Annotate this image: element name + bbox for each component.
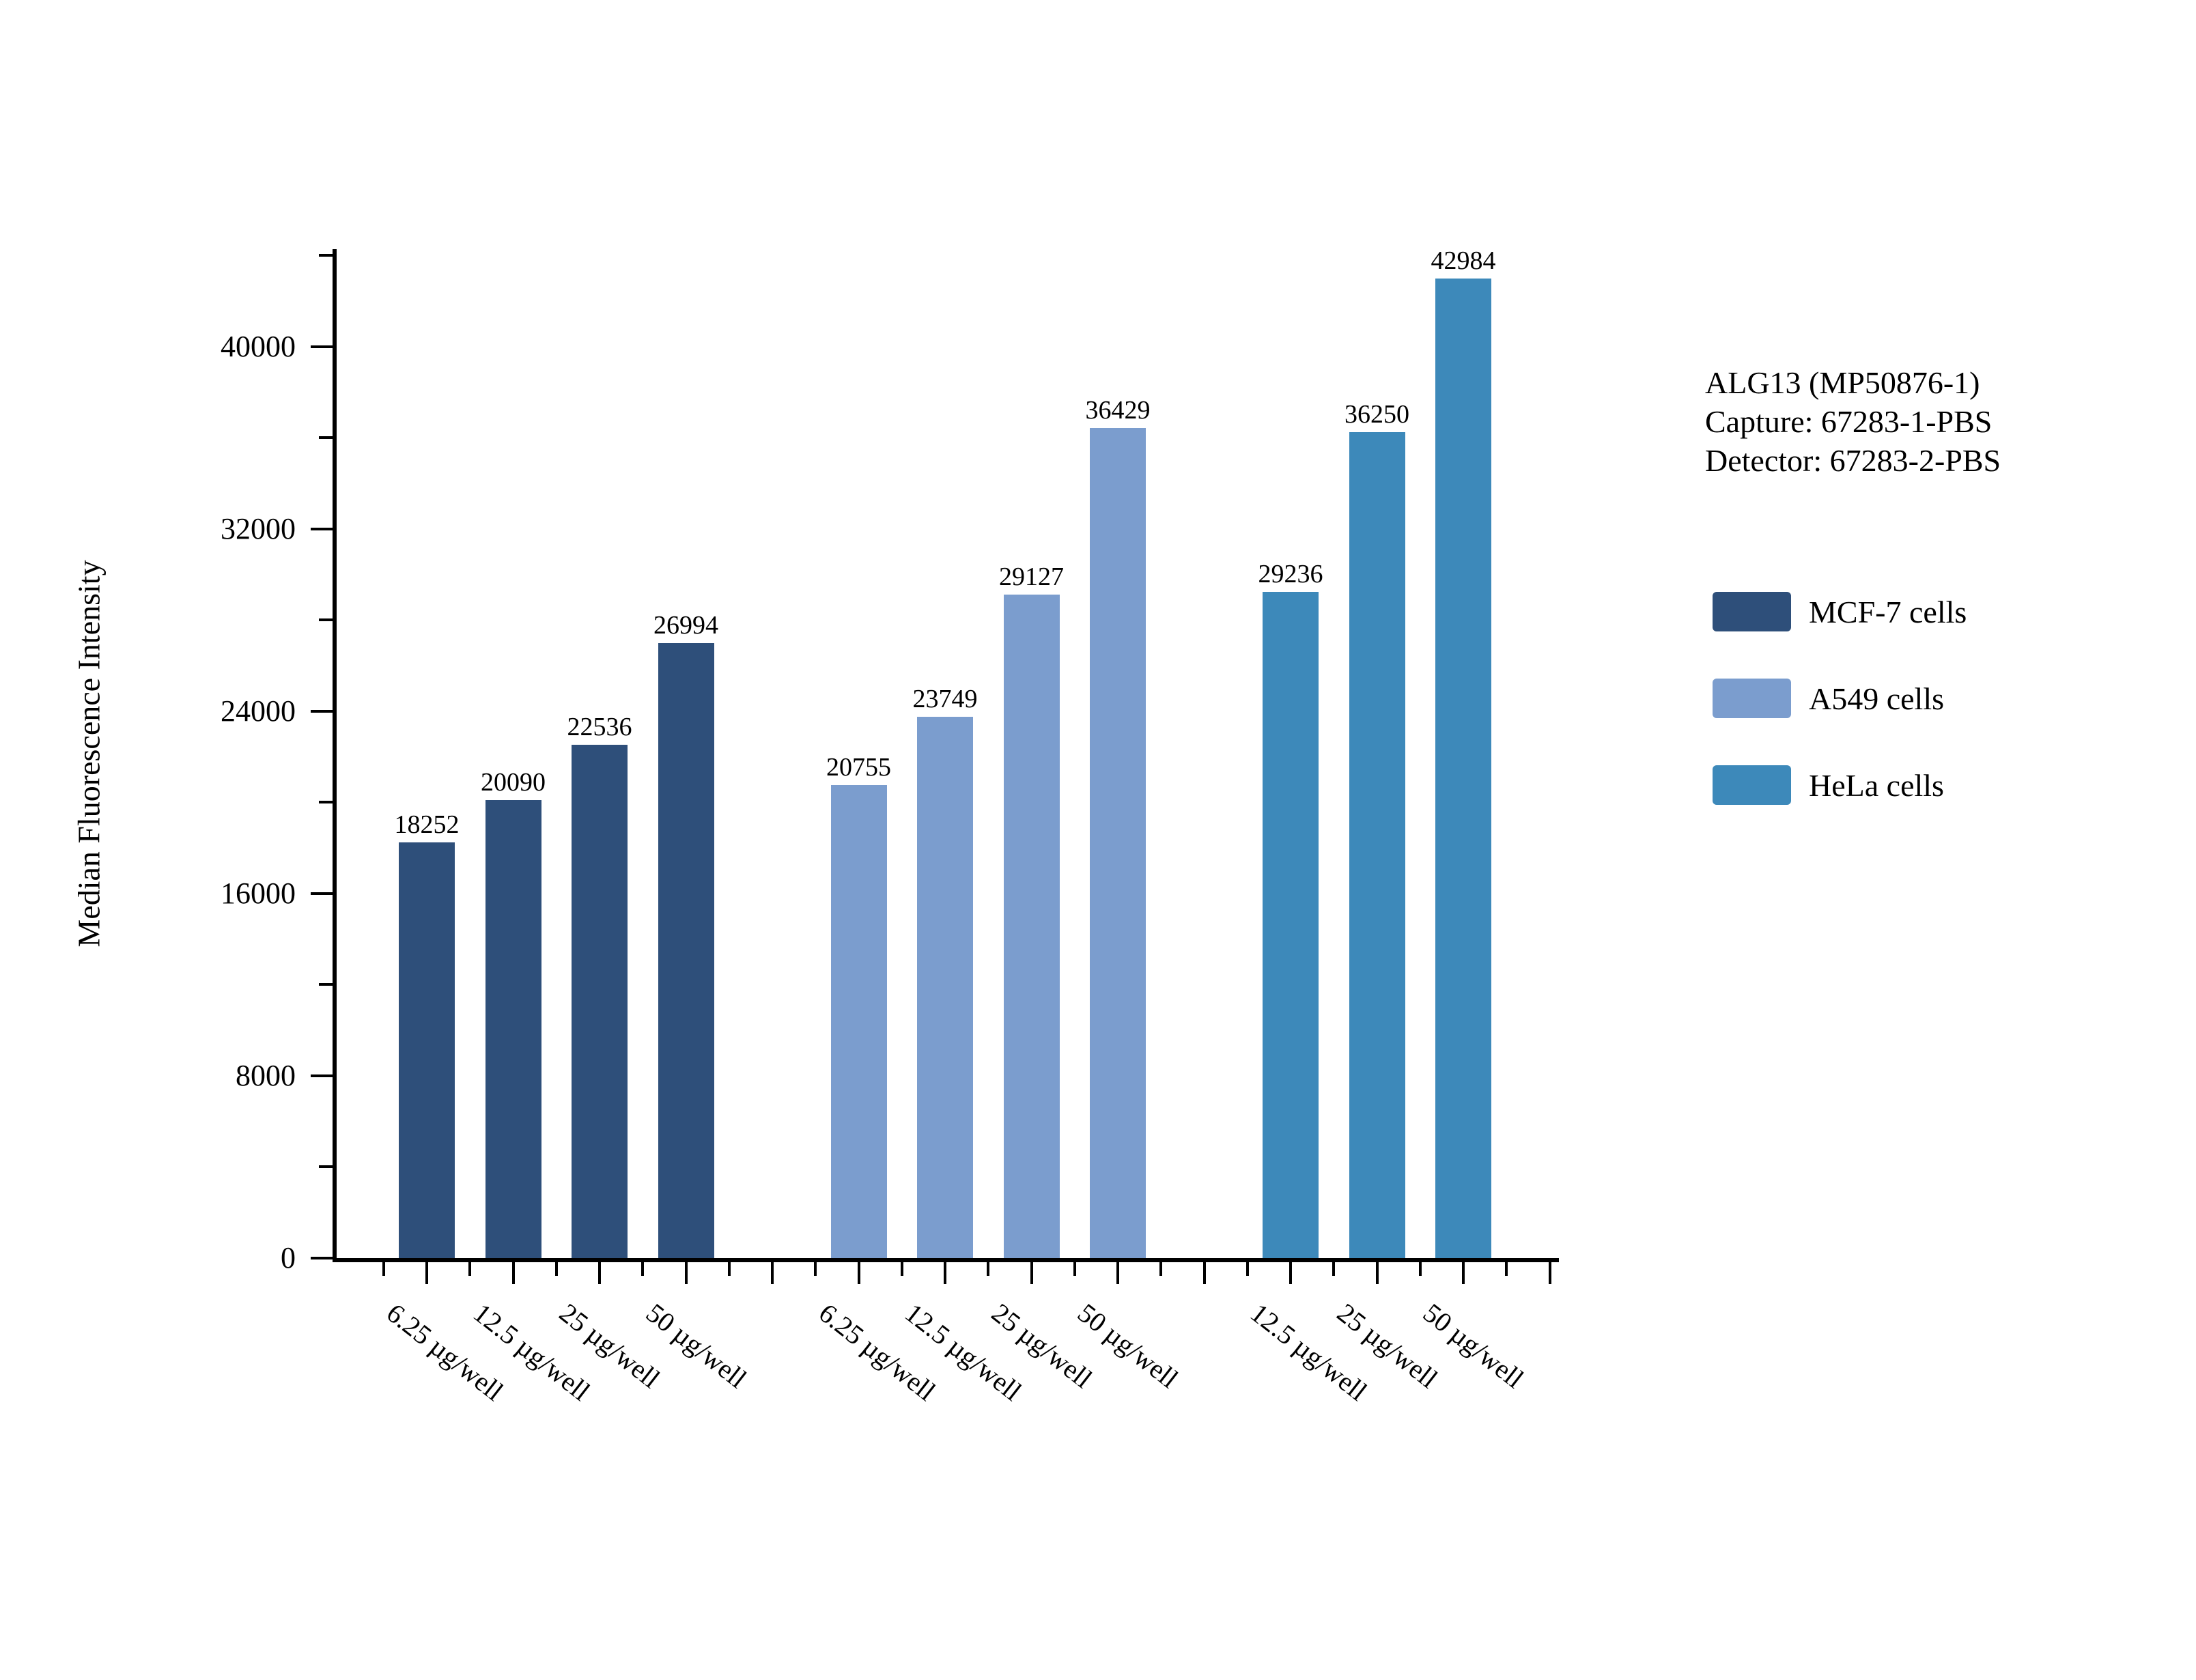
y-minor-tick <box>319 618 333 622</box>
bar-value-label: 42984 <box>1431 246 1496 276</box>
x-minor-tick <box>1073 1262 1076 1276</box>
y-major-tick <box>311 1074 333 1077</box>
x-major-tick <box>1030 1262 1033 1284</box>
x-minor-tick <box>641 1262 645 1276</box>
legend-item-hela: HeLa cells <box>1713 765 1967 805</box>
bar-a549-2 <box>917 717 973 1258</box>
annotation-line-2: Capture: 67283-1-PBS <box>1705 404 1993 439</box>
y-axis-line <box>333 249 337 1262</box>
bar-a549-3 <box>1003 594 1060 1258</box>
chart-annotation: ALG13 (MP50876-1) Capture: 67283-1-PBS D… <box>1705 363 2001 480</box>
x-minor-tick <box>382 1262 385 1276</box>
bar-mcf-7-1 <box>399 842 455 1258</box>
x-axis-line <box>333 1258 1559 1262</box>
bar-a549-1 <box>830 785 887 1258</box>
y-minor-tick <box>319 983 333 986</box>
legend-swatch <box>1713 592 1791 631</box>
bar-a549-4 <box>1090 428 1146 1258</box>
legend-item-a549: A549 cells <box>1713 679 1967 718</box>
x-major-tick-gap <box>771 1262 774 1284</box>
legend-item-mcf-7: MCF-7 cells <box>1713 592 1967 631</box>
annotation-line-3: Detector: 67283-2-PBS <box>1705 443 2001 478</box>
x-major-tick <box>511 1262 515 1284</box>
y-major-tick <box>311 892 333 895</box>
bar-value-label: 23749 <box>912 685 978 714</box>
y-tick-label: 0 <box>281 1241 296 1275</box>
legend-swatch <box>1713 679 1791 718</box>
legend-label: A549 cells <box>1809 681 1945 716</box>
x-major-tick-gap <box>1202 1262 1206 1284</box>
legend-label: MCF-7 cells <box>1809 594 1967 629</box>
x-minor-tick <box>1505 1262 1508 1276</box>
bar-value-label: 29236 <box>1258 560 1323 589</box>
x-minor-tick <box>1245 1262 1249 1276</box>
x-minor-tick <box>468 1262 472 1276</box>
bar-hela-1 <box>1263 592 1319 1258</box>
bar-value-label: 29127 <box>999 562 1064 591</box>
x-minor-tick <box>727 1262 731 1276</box>
legend-swatch <box>1713 765 1791 805</box>
y-tick-label: 16000 <box>221 876 296 910</box>
y-major-tick <box>311 345 333 348</box>
x-major-tick <box>944 1262 946 1284</box>
x-major-tick <box>425 1262 428 1284</box>
bar-mcf-7-3 <box>572 744 628 1258</box>
y-minor-tick <box>319 254 333 257</box>
x-minor-tick <box>1159 1262 1163 1276</box>
bar-value-label: 36250 <box>1345 400 1409 429</box>
bar-hela-3 <box>1435 279 1491 1258</box>
x-minor-tick <box>900 1262 903 1276</box>
x-minor-tick <box>814 1262 817 1276</box>
y-minor-tick <box>319 436 333 440</box>
x-major-tick <box>1116 1262 1119 1284</box>
annotation-line-1: ALG13 (MP50876-1) <box>1705 365 1980 400</box>
x-minor-tick <box>1332 1262 1336 1276</box>
y-minor-tick <box>319 1165 333 1169</box>
y-major-tick <box>311 1257 333 1259</box>
legend: MCF-7 cells A549 cells HeLa cells <box>1713 592 1967 805</box>
y-tick-label: 24000 <box>221 694 296 728</box>
bar-value-label: 20755 <box>826 753 891 782</box>
y-minor-tick <box>319 801 333 804</box>
x-minor-tick <box>987 1262 990 1276</box>
y-tick-label: 40000 <box>221 329 296 363</box>
x-major-tick <box>857 1262 860 1284</box>
y-tick-label: 32000 <box>221 511 296 545</box>
y-major-tick <box>311 527 333 530</box>
legend-label: HeLa cells <box>1809 767 1944 803</box>
x-major-tick-end <box>1548 1262 1551 1284</box>
bar-mcf-7-4 <box>658 642 714 1258</box>
bar-value-label: 20090 <box>481 768 546 797</box>
x-major-tick <box>1289 1262 1292 1284</box>
bar-value-label: 36429 <box>1085 396 1151 425</box>
bar-value-label: 22536 <box>567 712 632 741</box>
x-major-tick <box>1375 1262 1379 1284</box>
x-minor-tick <box>554 1262 558 1276</box>
x-minor-tick <box>1418 1262 1422 1276</box>
bar-mcf-7-2 <box>485 800 541 1258</box>
bar-value-label: 26994 <box>653 610 718 640</box>
x-major-tick <box>684 1262 688 1284</box>
bar-value-label: 18252 <box>394 810 460 839</box>
y-tick-label: 8000 <box>236 1058 296 1092</box>
plot-area: 0 8000 16000 24000 32000 40000 18252 6.25 µg/we… <box>221 246 1559 1407</box>
x-major-tick <box>1462 1262 1465 1284</box>
x-major-tick <box>598 1262 601 1284</box>
y-major-tick <box>311 709 333 713</box>
bar-hela-2 <box>1349 432 1405 1258</box>
